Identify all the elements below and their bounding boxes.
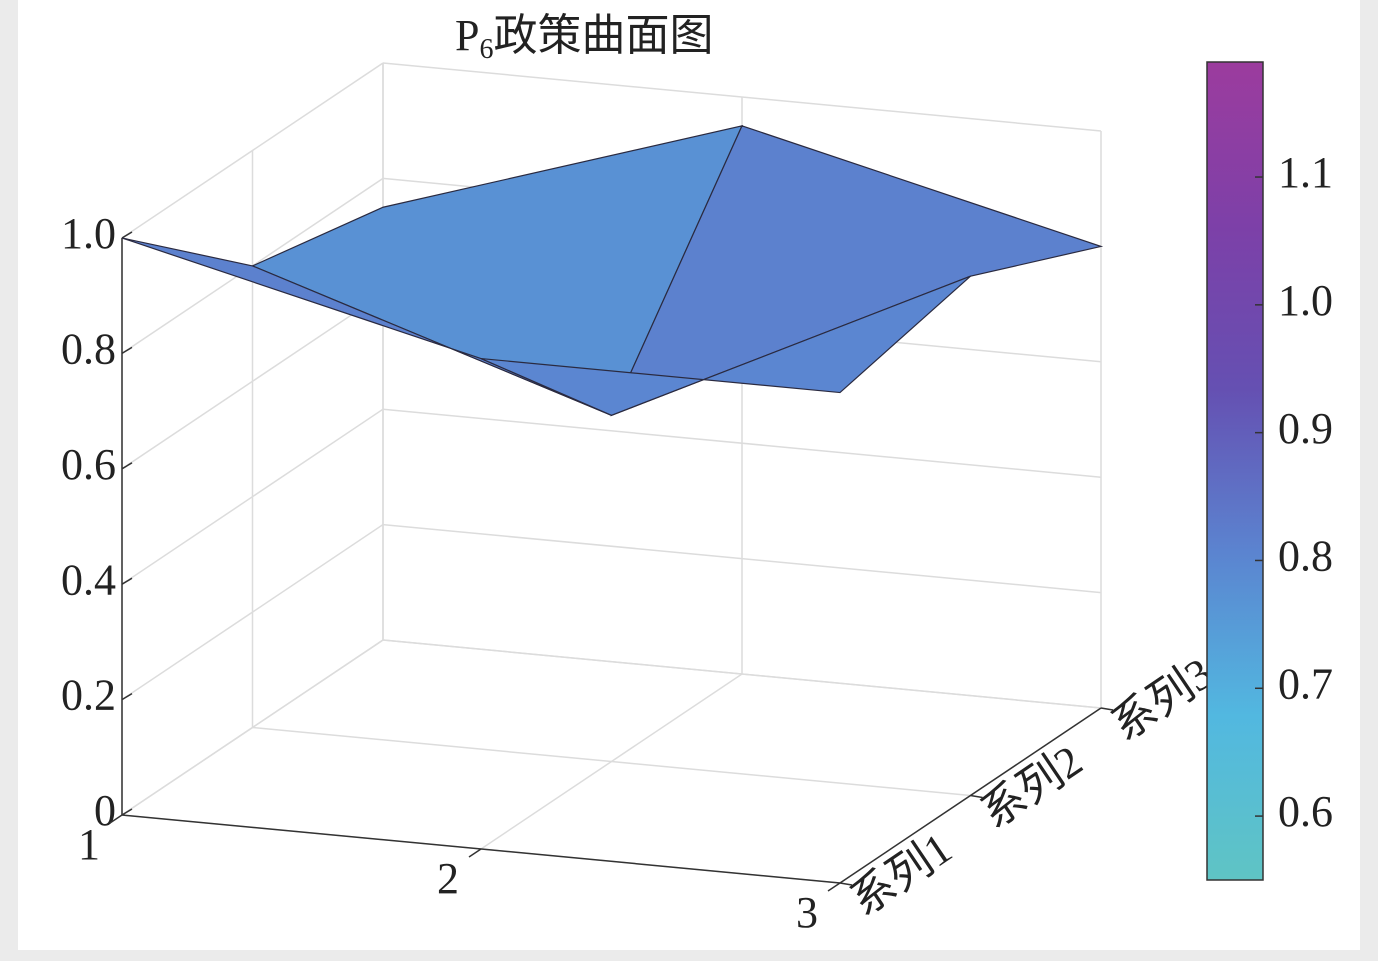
z-tick <box>121 692 133 701</box>
z-tick <box>121 577 133 585</box>
x-tick-label: 3 <box>796 888 818 937</box>
y-tick <box>1100 707 1114 711</box>
y-tick <box>970 794 983 799</box>
x-tick <box>827 882 841 892</box>
surface-face <box>480 275 971 416</box>
z-tick-label: 1.0 <box>61 209 116 258</box>
x-tick-label: 1 <box>78 820 100 869</box>
colorbar-tick-label: 0.8 <box>1278 532 1333 581</box>
grid-line <box>252 726 971 797</box>
x-tick-label: 2 <box>437 854 459 903</box>
colorbar-tick-label: 0.9 <box>1278 404 1333 453</box>
z-tick <box>121 808 133 816</box>
z-tick <box>121 231 133 239</box>
colorbar-tick-label: 0.6 <box>1278 787 1333 836</box>
z-tick <box>121 462 133 470</box>
title-part: P <box>455 11 479 60</box>
z-tick-label: 0.2 <box>61 671 116 720</box>
chart-title: P6政策曲面图 <box>455 11 713 65</box>
z-tick-label: 0.4 <box>61 555 116 604</box>
colorbar-tick-label: 0.7 <box>1278 659 1333 708</box>
z-tick-label: 0.6 <box>61 440 116 489</box>
z-tick-label: 0.8 <box>61 324 116 373</box>
colorbar <box>1206 61 1264 881</box>
x-tick <box>109 814 123 824</box>
z-tick <box>121 346 133 355</box>
title-part: 政策曲面图 <box>493 11 713 60</box>
grid-line <box>382 639 1102 709</box>
x-tick <box>468 848 482 858</box>
y-tick <box>839 882 853 886</box>
colorbar-tick-label: 1.0 <box>1278 276 1333 325</box>
title-subscript: 6 <box>479 34 493 65</box>
colorbar-tick-label: 1.1 <box>1278 148 1333 197</box>
